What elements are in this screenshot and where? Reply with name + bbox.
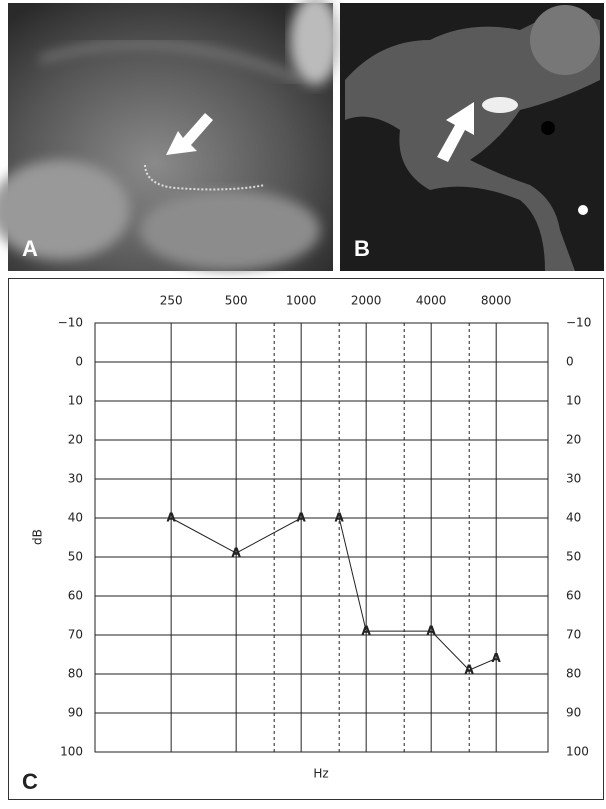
data-marker: A <box>362 624 372 638</box>
y2-tick-label: 60 <box>566 589 581 603</box>
y-tick-label: 100 <box>60 745 83 759</box>
panel-a-image <box>0 0 340 271</box>
y-tick-label: 40 <box>68 511 83 525</box>
y-tick-label: 90 <box>68 706 83 720</box>
y2-tick-label: 40 <box>566 511 581 525</box>
x-tick-label: 500 <box>225 294 248 308</box>
y-tick-label: 50 <box>68 550 83 564</box>
data-marker: A <box>335 511 345 525</box>
data-marker: A <box>166 511 176 525</box>
panel-label: A <box>22 236 38 261</box>
y2-tick-label: −10 <box>566 316 591 330</box>
panel-label: B <box>354 236 370 261</box>
data-marker: A <box>427 624 437 638</box>
panel-c-frame <box>8 278 604 800</box>
x-tick-label: 1000 <box>286 294 317 308</box>
plot-frame <box>94 322 549 753</box>
y2-tick-label: 50 <box>566 550 581 564</box>
y-tick-label: −10 <box>58 316 83 330</box>
y2-tick-label: 20 <box>566 433 581 447</box>
y-tick-label: 0 <box>75 355 83 369</box>
data-marker: A <box>465 663 475 677</box>
x-tick-label: 4000 <box>416 294 447 308</box>
data-marker: A <box>297 511 307 525</box>
data-marker: A <box>232 546 242 560</box>
y-tick-label: 80 <box>68 667 83 681</box>
panel-b-image <box>340 3 604 271</box>
x-axis-title: Hz <box>313 767 328 781</box>
data-line <box>170 517 497 671</box>
y-tick-label: 30 <box>68 472 83 486</box>
y2-tick-label: 70 <box>566 628 581 642</box>
y2-tick-label: 0 <box>566 355 574 369</box>
y-tick-label: 70 <box>68 628 83 642</box>
panel-label: C <box>22 769 38 794</box>
y2-tick-label: 100 <box>566 745 589 759</box>
y-tick-label: 10 <box>68 394 83 408</box>
y-tick-label: 20 <box>68 433 83 447</box>
y2-tick-label: 10 <box>566 394 581 408</box>
data-marker: A <box>492 651 502 665</box>
y2-tick-label: 30 <box>566 472 581 486</box>
y-tick-label: 60 <box>68 589 83 603</box>
y2-tick-label: 80 <box>566 667 581 681</box>
x-tick-label: 8000 <box>481 294 512 308</box>
x-tick-label: 2000 <box>351 294 382 308</box>
y2-tick-label: 90 <box>566 706 581 720</box>
x-tick-label: 250 <box>160 294 183 308</box>
y-axis-title: dB <box>31 529 45 545</box>
